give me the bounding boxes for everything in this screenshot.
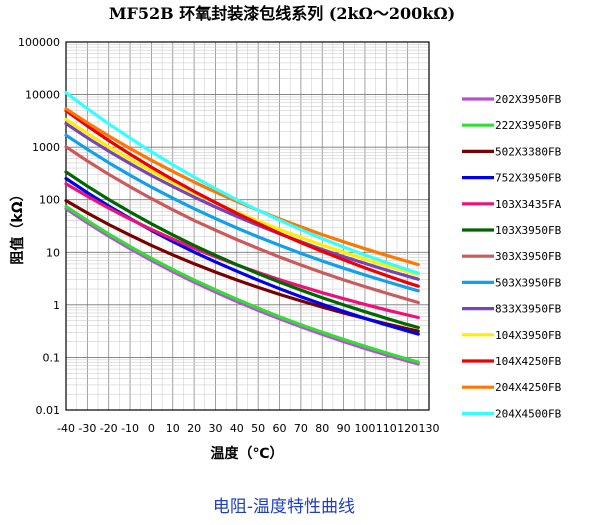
- series-line-222x3950fb: [64, 204, 420, 364]
- series-line-303x3950fb: [64, 145, 420, 305]
- x-tick-label: 50: [251, 422, 265, 435]
- x-tick-label: 100: [354, 422, 375, 435]
- x-tick-label: 130: [419, 422, 440, 435]
- series-line-104x4250fb: [64, 109, 420, 288]
- x-tick-label: -30: [78, 422, 96, 435]
- legend-label: 502X3380FB: [495, 145, 562, 158]
- y-tick-label: 10000: [25, 89, 60, 102]
- x-tick-label: 0: [148, 422, 155, 435]
- x-axis-ticks: -40 -30 -20 -10 0 10 20 30 40 50 60 70 80 90 100 110 120…: [57, 422, 439, 435]
- legend: 202X3950FB 222X3950FB 502X3380FB 752X3950FB…: [462, 93, 562, 420]
- series-line-503x3950fb: [64, 133, 420, 293]
- plot-border: [65, 41, 430, 411]
- x-tick-label: 120: [397, 422, 418, 435]
- series-line-833x3950fb: [64, 121, 420, 281]
- series-line-103x3950fb: [64, 170, 420, 330]
- legend-label: 103X3950FB: [495, 224, 562, 237]
- x-tick-label: 20: [187, 422, 201, 435]
- y-tick-label: 0.01: [36, 404, 61, 417]
- legend-label: 503X3950FB: [495, 276, 562, 289]
- y-tick-label: 100: [39, 194, 60, 207]
- y-tick-label: 1000: [32, 141, 60, 154]
- x-tick-label: 80: [315, 422, 329, 435]
- legend-label: 202X3950FB: [495, 93, 562, 106]
- series-line-204x4500fb: [64, 91, 420, 275]
- x-tick-label: -40: [57, 422, 75, 435]
- legend-label: 104X3950FB: [495, 329, 562, 342]
- x-tick-label: -10: [121, 422, 139, 435]
- y-axis-ticks: 0.01 0.1 1 10 100 1000 10000 100000: [18, 36, 60, 417]
- x-tick-label: -20: [100, 422, 118, 435]
- x-tick-label: 110: [376, 422, 397, 435]
- series-line-104x3950fb: [64, 117, 420, 277]
- series-line-202x3950fb: [64, 207, 420, 366]
- legend-label: 204X4250FB: [495, 381, 562, 394]
- x-tick-label: 10: [166, 422, 180, 435]
- legend-label: 104X4250FB: [495, 355, 562, 368]
- legend-label: 222X3950FB: [495, 119, 562, 132]
- y-tick-label: 100000: [18, 36, 60, 49]
- x-tick-label: 30: [208, 422, 222, 435]
- legend-label: 303X3950FB: [495, 250, 562, 263]
- x-tick-label: 40: [230, 422, 244, 435]
- x-axis-label: 温度（℃）: [211, 445, 284, 462]
- legend-label: 752X3950FB: [495, 172, 562, 185]
- series-layer: [64, 91, 420, 366]
- x-tick-label: 60: [273, 422, 287, 435]
- x-tick-label: 70: [294, 422, 308, 435]
- y-tick-label: 1: [53, 299, 60, 312]
- legend-label: 833X3950FB: [495, 303, 562, 316]
- legend-label: 103X3435FA: [495, 198, 562, 211]
- x-tick-label: 90: [337, 422, 351, 435]
- y-tick-label: 10: [46, 246, 60, 259]
- chart-title: MF52B 环氧封装漆包线系列 (2kΩ～200kΩ): [109, 4, 455, 23]
- y-tick-label: 0.1: [43, 351, 61, 364]
- chart-subtitle: 电阻-温度特性曲线: [213, 497, 355, 517]
- legend-label: 204X4500FB: [495, 407, 562, 420]
- y-axis-label: 阻值（kΩ）: [9, 187, 26, 264]
